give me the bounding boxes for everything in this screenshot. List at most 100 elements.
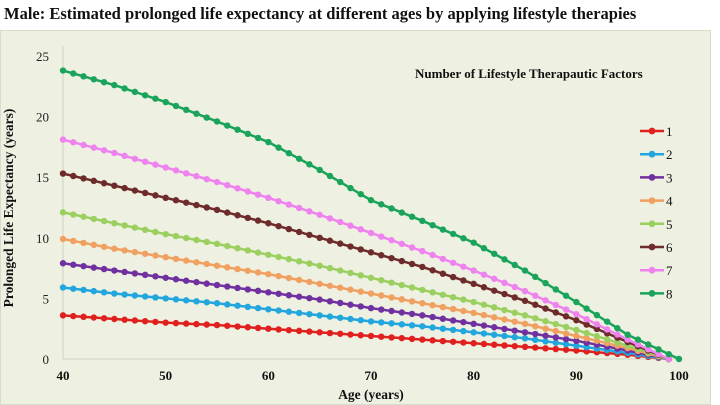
data-point [275, 144, 282, 151]
data-point [470, 309, 477, 317]
data-point [326, 298, 334, 305]
data-point [429, 251, 436, 259]
data-point [532, 273, 539, 281]
data-point [131, 270, 139, 277]
data-point [244, 267, 251, 274]
data-point [100, 180, 108, 187]
x-tick-label: 50 [159, 368, 172, 383]
data-point [337, 240, 344, 247]
legend-label: 2 [666, 147, 673, 162]
data-point [562, 341, 570, 348]
data-point [439, 291, 447, 298]
data-point [439, 337, 447, 345]
data-point [367, 290, 375, 297]
data-point [275, 222, 282, 230]
data-point [244, 286, 251, 293]
data-point [306, 231, 313, 239]
data-point [121, 85, 128, 92]
data-point [224, 122, 231, 129]
data-point [532, 323, 539, 330]
legend-label: 6 [666, 240, 673, 255]
data-point [121, 268, 128, 276]
series-4 [59, 235, 672, 363]
data-point [59, 170, 67, 177]
data-point [470, 280, 477, 288]
data-point [111, 245, 118, 252]
data-point [491, 324, 498, 331]
data-point [131, 317, 139, 324]
data-point [70, 312, 77, 320]
data-point [511, 318, 518, 325]
legend-marker [648, 290, 656, 297]
data-point [183, 297, 190, 304]
data-point [542, 279, 549, 287]
data-point [491, 341, 498, 348]
data-point [234, 185, 241, 192]
data-point [70, 285, 77, 292]
data-point [224, 322, 231, 329]
data-point [80, 141, 87, 149]
data-point [357, 288, 364, 295]
data-point [583, 321, 590, 328]
data-point [501, 306, 508, 314]
data-point [419, 323, 426, 330]
data-point [111, 315, 118, 323]
data-point [460, 263, 467, 270]
data-point [152, 228, 159, 236]
data-point [491, 331, 498, 338]
data-point [183, 277, 190, 284]
data-point [614, 325, 621, 332]
data-point [295, 309, 303, 317]
y-tick-label: 5 [43, 291, 50, 306]
data-point [141, 317, 149, 325]
data-point [470, 298, 477, 306]
data-point [254, 217, 262, 224]
data-point [265, 138, 272, 146]
data-point [285, 150, 293, 157]
data-point [511, 333, 518, 341]
data-point [583, 316, 590, 323]
data-point [152, 294, 159, 301]
data-point [275, 290, 282, 297]
data-point [583, 329, 590, 337]
series-5 [59, 209, 672, 363]
data-point [254, 134, 262, 142]
data-point [542, 332, 549, 339]
x-tick-label: 100 [669, 368, 689, 383]
data-point [419, 300, 426, 307]
data-point [624, 331, 631, 338]
data-point [398, 309, 405, 316]
data-point [552, 334, 559, 341]
data-point [429, 267, 436, 274]
data-point [480, 271, 488, 278]
data-point [491, 304, 498, 311]
data-point [275, 272, 282, 280]
data-point [542, 317, 549, 325]
legend-item-8: 8 [640, 286, 673, 301]
data-point [172, 232, 180, 240]
data-point [306, 294, 313, 302]
data-point [111, 182, 118, 189]
data-point [326, 215, 334, 222]
data-point [357, 272, 364, 279]
data-point [131, 88, 139, 96]
data-point [665, 350, 672, 358]
data-point [254, 324, 262, 332]
data-point [573, 298, 580, 306]
data-point [511, 261, 518, 269]
legend-marker [648, 243, 656, 251]
data-point [408, 213, 416, 220]
data-point [316, 296, 323, 303]
data-point [480, 322, 488, 329]
data-point [408, 244, 416, 251]
data-point [480, 330, 488, 337]
data-point [593, 325, 601, 333]
data-point [398, 321, 405, 328]
data-point [265, 220, 272, 227]
data-point [439, 255, 447, 263]
data-point [90, 215, 98, 223]
data-point [449, 305, 457, 313]
data-point [234, 302, 241, 309]
data-point [254, 287, 262, 295]
data-point [80, 286, 87, 294]
